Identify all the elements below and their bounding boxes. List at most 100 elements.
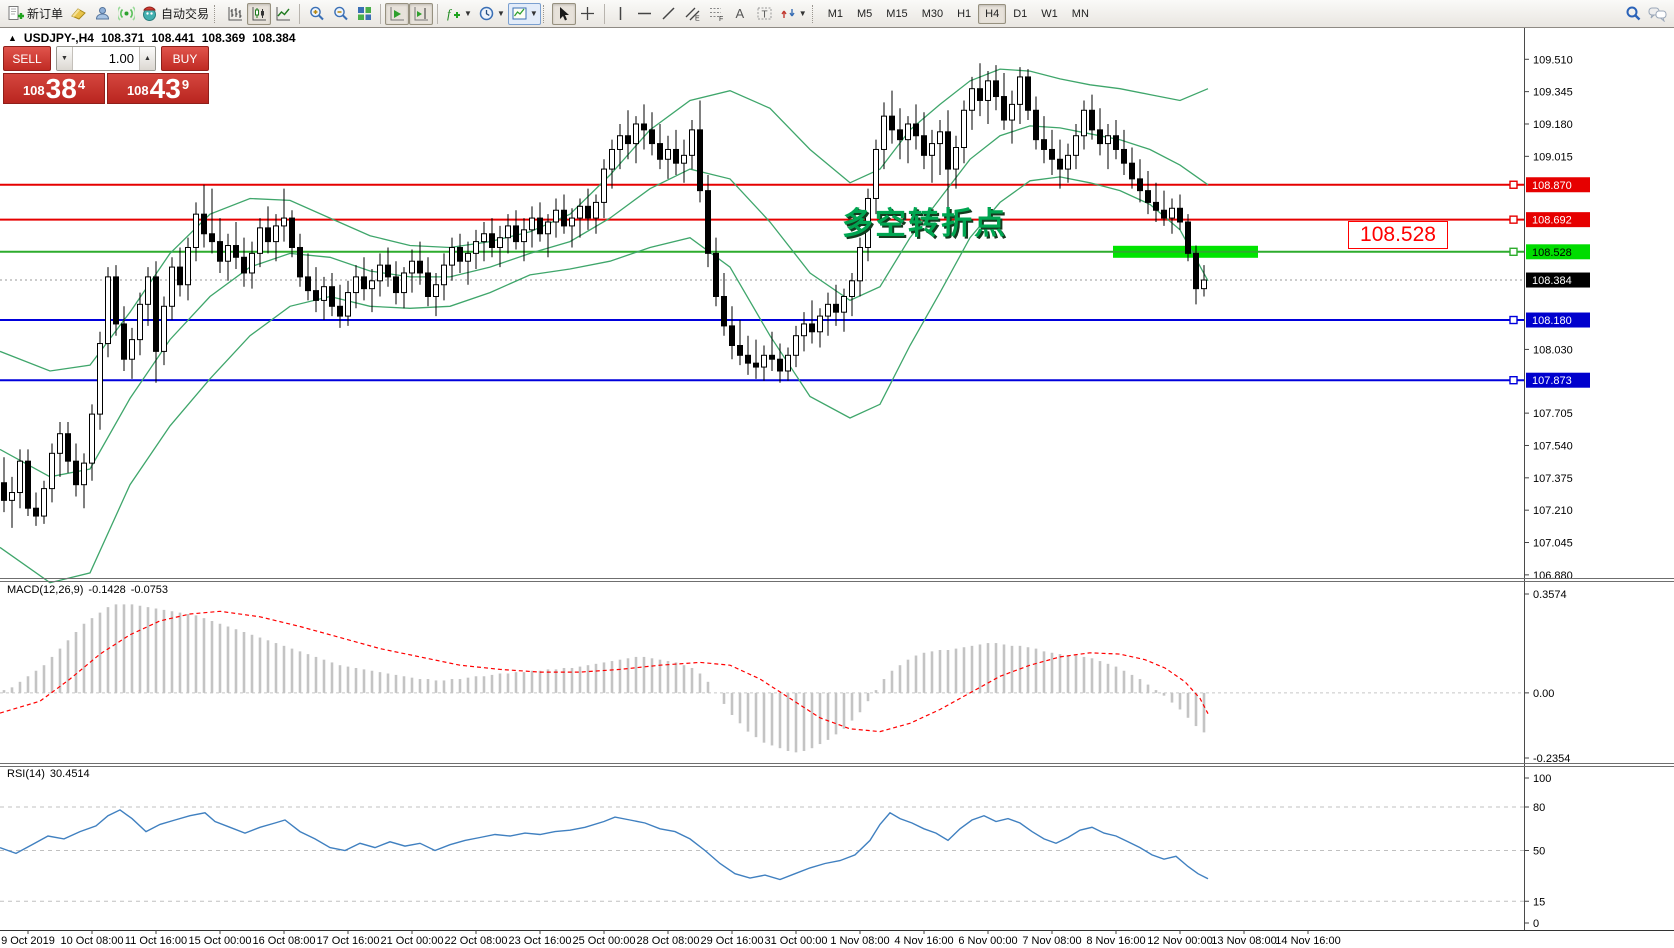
horizontal-line-button[interactable] [633, 3, 657, 25]
svg-text:10 Oct 08:00: 10 Oct 08:00 [61, 935, 124, 947]
svg-text:50: 50 [1533, 846, 1545, 858]
svg-text:108.180: 108.180 [1532, 315, 1572, 327]
chart-line-button[interactable] [271, 3, 295, 25]
one-click-trading-panel: SELL ▼ 1.00 ▲ BUY 108 38 4 108 43 9 [3, 46, 209, 104]
svg-text:109.345: 109.345 [1533, 87, 1573, 99]
indicators-button[interactable]: f ▼ [442, 3, 475, 25]
templates-dropdown-caret: ▼ [529, 9, 538, 18]
volume-increase-button[interactable]: ▲ [139, 47, 155, 70]
svg-text:107.375: 107.375 [1533, 473, 1573, 485]
timeframe-M5[interactable]: M5 [857, 7, 873, 20]
volume-input[interactable]: 1.00 [108, 51, 134, 66]
svg-text:14 Nov 16:00: 14 Nov 16:00 [1275, 935, 1340, 947]
time-axis[interactable]: 9 Oct 2019 10 Oct 08:00 11 Oct 16:00 15 Oct… [0, 930, 1674, 947]
arrows-icon [780, 5, 797, 22]
bollinger-bands [0, 68, 1209, 584]
buy-button[interactable]: BUY [161, 46, 209, 71]
tile-windows-button[interactable] [352, 3, 376, 25]
svg-text:f: f [447, 6, 453, 21]
zoom-in-button[interactable] [304, 3, 328, 25]
sell-price-point: 4 [77, 77, 86, 92]
buy-price-display[interactable]: 108 43 9 [107, 73, 209, 104]
bollinger-upper [0, 68, 1209, 372]
panel-separators[interactable] [0, 578, 1674, 767]
symbol-ohlc-readout: ▲ USDJPY-,H4 108.371 108.441 108.369 108… [8, 31, 296, 45]
chart-shift-button[interactable] [409, 2, 434, 25]
bollinger-middle [0, 125, 1209, 478]
sell-price-display[interactable]: 108 38 4 [3, 73, 105, 104]
ohlc-collapse-arrow[interactable]: ▲ [8, 33, 17, 43]
text-label-button[interactable]: T [753, 3, 777, 25]
svg-text:23 Oct 16:00: 23 Oct 16:00 [509, 935, 572, 947]
svg-text:-0.2354: -0.2354 [1533, 753, 1570, 765]
cursor-icon [555, 5, 572, 22]
timeframe-MN[interactable]: MN [1071, 7, 1089, 20]
svg-text:108.692: 108.692 [1532, 215, 1572, 227]
indicators-icon: f [445, 5, 462, 22]
timeframe-H1[interactable]: H1 [957, 7, 972, 20]
svg-text:7 Nov 08:00: 7 Nov 08:00 [1022, 935, 1081, 947]
chart-annotation-text[interactable]: 多空转折点 [842, 206, 1007, 241]
fibonacci-button[interactable]: F [705, 3, 729, 25]
tile-windows-icon [356, 5, 373, 22]
ohlc-open: 108.371 [100, 31, 145, 45]
price-callout-box[interactable]: 108.528 [1348, 221, 1448, 249]
support-resistance-lines[interactable] [0, 180, 1524, 385]
equidistant-channel-icon: E [684, 5, 701, 22]
timeframe-W1[interactable]: W1 [1041, 7, 1058, 20]
toolbar-grip[interactable] [811, 4, 816, 23]
svg-text:0.00: 0.00 [1533, 688, 1554, 700]
vertical-line-icon [612, 5, 629, 22]
svg-text:4 Nov 16:00: 4 Nov 16:00 [894, 935, 953, 947]
toolbar-grip[interactable] [542, 4, 547, 23]
toolbar-grip[interactable] [214, 4, 218, 23]
sell-button[interactable]: SELL [3, 46, 51, 71]
svg-text:31 Oct 00:00: 31 Oct 00:00 [765, 935, 828, 947]
periods-button[interactable]: ▼ [475, 3, 508, 25]
volume-decrease-button[interactable]: ▼ [57, 47, 73, 70]
autotrading-button[interactable]: 自动交易 [138, 3, 212, 25]
metaeditor-button[interactable] [66, 3, 90, 25]
svg-text:106.880: 106.880 [1533, 570, 1573, 582]
timeframe-D1[interactable]: D1 [1013, 7, 1028, 20]
autotrading-label: 自动交易 [161, 7, 210, 21]
timeframe-group: M1 M5 M15 M30 H1 H4 D1 W1 MN [821, 3, 1096, 24]
market-button[interactable] [90, 3, 114, 25]
timeframe-M30[interactable]: M30 [921, 7, 944, 20]
price-axis: 109.510 109.345 109.180 109.015 108.030 107.7… [1524, 28, 1674, 948]
chat-button[interactable] [1645, 3, 1670, 25]
timeframe-M15[interactable]: M15 [886, 7, 908, 20]
chat-icon [1648, 5, 1667, 22]
svg-text:109.015: 109.015 [1533, 151, 1573, 163]
cursor-button[interactable] [551, 2, 576, 25]
text-button[interactable]: A [729, 3, 753, 25]
chart-bars-button[interactable] [223, 3, 247, 25]
crosshair-icon [579, 5, 596, 22]
chart-candles-button[interactable] [247, 2, 272, 25]
svg-text:25 Oct 00:00: 25 Oct 00:00 [573, 935, 636, 947]
candlesticks [1, 63, 1207, 528]
channel-button[interactable]: E [681, 3, 705, 25]
timeframe-M1[interactable]: M1 [827, 7, 843, 20]
vertical-line-button[interactable] [609, 3, 633, 25]
new-order-button[interactable]: 新订单 [4, 3, 66, 25]
svg-text:107.210: 107.210 [1533, 505, 1573, 517]
zoom-out-button[interactable] [328, 3, 352, 25]
signals-button[interactable] [114, 3, 138, 25]
horizontal-line-icon [636, 5, 653, 22]
arrows-button[interactable]: ▼ [777, 3, 810, 25]
macd-name: MACD(12,26,9) [7, 584, 84, 596]
text-label-icon: T [756, 5, 773, 22]
templates-button[interactable]: ▼ [507, 2, 541, 25]
auto-scroll-button[interactable] [385, 2, 410, 25]
rsi-panel[interactable]: 100 80 50 15 0 [0, 773, 1551, 930]
search-button[interactable] [1621, 3, 1645, 25]
trendline-button[interactable] [657, 3, 681, 25]
macd-panel[interactable]: 0.3574 0.00 -0.2354 [0, 589, 1570, 765]
candles-chart-icon [251, 5, 268, 22]
svg-text:12 Nov 00:00: 12 Nov 00:00 [1147, 935, 1212, 947]
timeframe-H4[interactable]: H4 [978, 3, 1007, 24]
metaeditor-icon [70, 5, 87, 22]
crosshair-button[interactable] [576, 3, 600, 25]
